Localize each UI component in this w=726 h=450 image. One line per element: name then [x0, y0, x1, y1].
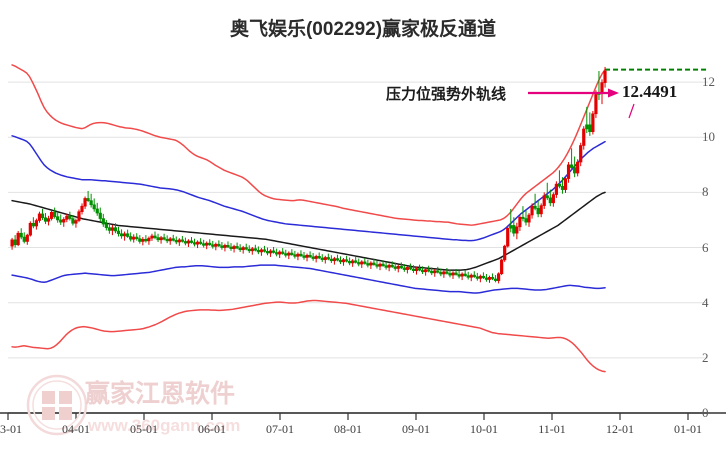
y-axis-tick-label: 8 — [702, 184, 709, 200]
x-axis-tick-label: 06-01 — [198, 422, 226, 436]
x-axis-tick-label: 03-01 — [0, 422, 22, 436]
gridlines — [8, 81, 708, 414]
channel-line-0 — [11, 64, 606, 226]
x-axis-tick-label: 10-01 — [470, 422, 498, 436]
x-axis-tick-label: 04-01 — [62, 422, 90, 436]
y-axis-tick-label: 12 — [702, 74, 715, 90]
y-axis-tick-label: 10 — [702, 129, 715, 145]
channel-line-1 — [11, 135, 606, 242]
resistance-annotation-label: 压力位强势外轨线 — [386, 86, 507, 103]
y-axis-tick-label: 0 — [702, 405, 709, 420]
page-title: 奥飞娱乐(002292)赢家极反通道 — [229, 19, 497, 40]
channel-line-3 — [11, 264, 606, 294]
x-axis-tick-label: 05-01 — [130, 422, 158, 436]
x-axis-tick-label: 01-01 — [674, 422, 702, 436]
x-axis-tick-label: 09-01 — [402, 422, 430, 436]
channel-line-4 — [11, 299, 606, 373]
y-axis-tick-label: 4 — [702, 294, 709, 310]
y-axis-tick-label: 6 — [702, 239, 709, 255]
x-axis — [0, 412, 726, 420]
x-axis-tick-label: 12-01 — [606, 422, 634, 436]
x-axis-tick-label: 08-01 — [334, 422, 362, 436]
x-axis-tick-label: 07-01 — [266, 422, 294, 436]
candlestick-series — [10, 66, 607, 284]
annotation-leader-line — [628, 103, 635, 119]
y-axis-tick-label: 2 — [702, 349, 709, 365]
resistance-annotation-value: 12.4491 — [622, 82, 678, 101]
annotation-arrow-head — [608, 88, 619, 98]
x-axis-tick-label: 11-01 — [538, 422, 566, 436]
